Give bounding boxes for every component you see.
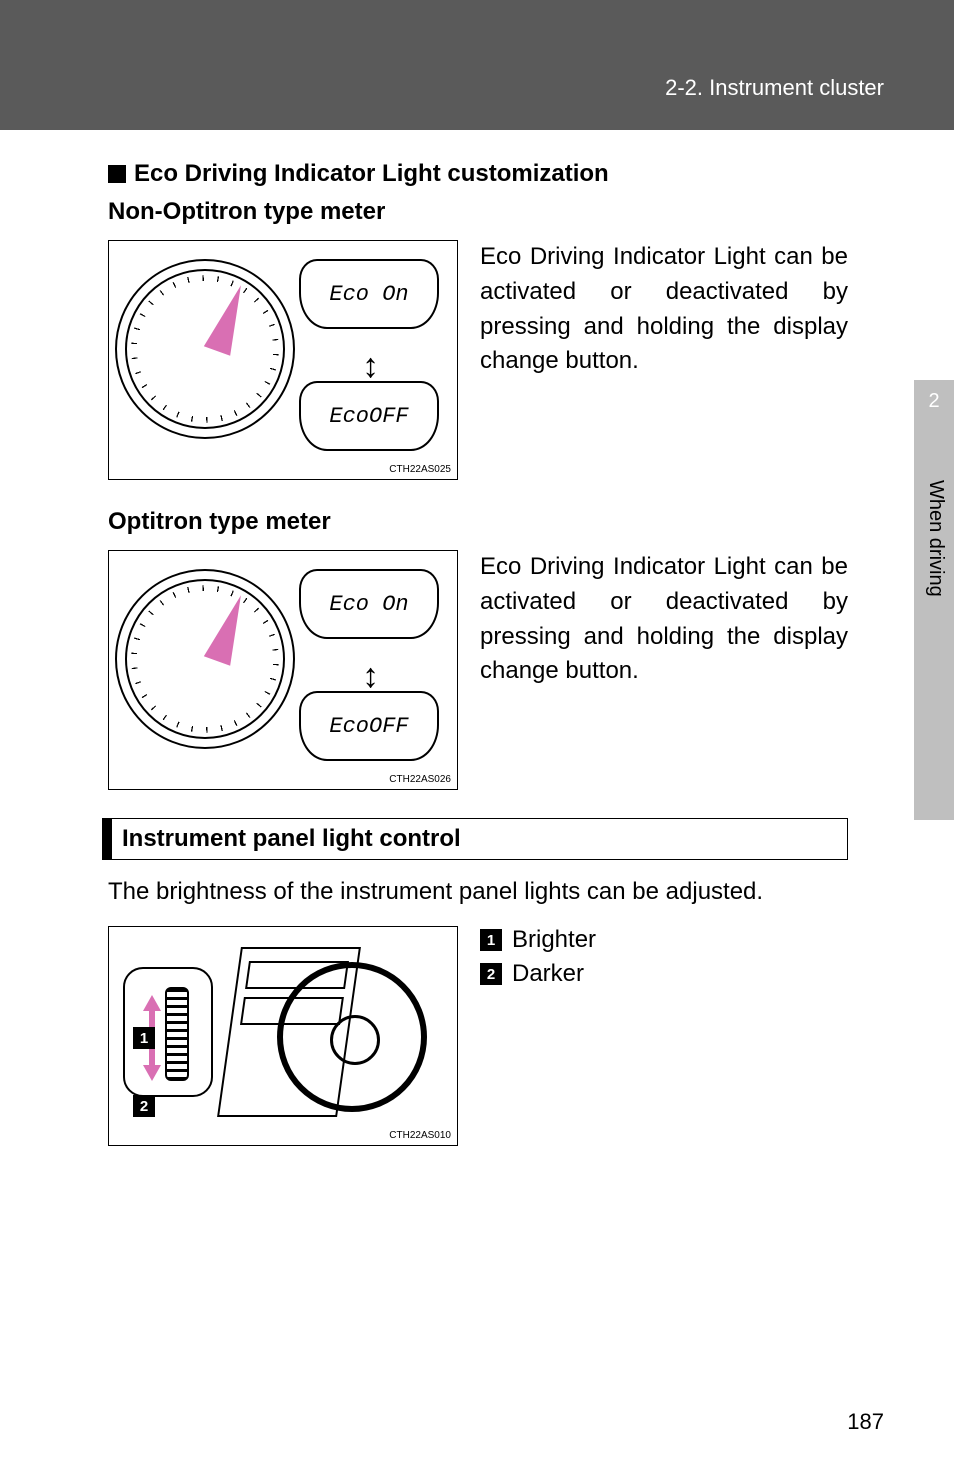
light-control-heading: Instrument panel light control	[102, 818, 848, 860]
eco-off-bubble: EcoOFF	[299, 381, 439, 451]
side-tab: 2 When driving	[914, 380, 954, 820]
gauge-ticks	[131, 275, 279, 423]
eco-off-bubble: EcoOFF	[299, 691, 439, 761]
non-optitron-row: Eco On ↕ EcoOFF CTH22AS025 Eco Driving I…	[108, 240, 848, 480]
non-optitron-paragraph: Eco Driving Indicator Light can be activ…	[480, 240, 848, 480]
legend-badge-2: 2	[480, 963, 502, 985]
legend-row-2: 2 Darker	[480, 960, 596, 988]
optitron-figure: Eco On ↕ EcoOFF CTH22AS026	[108, 550, 458, 790]
callout-badge-1: 1	[133, 1027, 155, 1049]
optitron-row: Eco On ↕ EcoOFF CTH22AS026 Eco Driving I…	[108, 550, 848, 790]
light-control-legend: 1 Brighter 2 Darker	[480, 926, 596, 1146]
non-optitron-label: Non-Optitron type meter	[108, 198, 848, 226]
eco-on-bubble: Eco On	[299, 569, 439, 639]
gauge-ticks	[131, 585, 279, 733]
eco-heading: Eco Driving Indicator Light customizatio…	[134, 160, 609, 188]
content-area: Eco Driving Indicator Light customizatio…	[108, 160, 848, 1174]
callout-badge-2: 2	[133, 1095, 155, 1117]
figure-code: CTH22AS025	[389, 464, 451, 475]
figure-code: CTH22AS026	[389, 774, 451, 785]
gauge-illustration	[115, 569, 295, 749]
steering-wheel-illustration	[277, 962, 427, 1112]
light-control-figure: 1 2 CTH22AS010	[108, 926, 458, 1146]
brightness-dial-callout: 1 2	[123, 967, 213, 1097]
brightness-dial-wheel	[165, 987, 189, 1081]
gauge-illustration	[115, 259, 295, 439]
side-tab-chapter-label: When driving	[924, 480, 947, 597]
light-control-intro: The brightness of the instrument panel l…	[108, 878, 848, 906]
dial-down-arrow-icon	[143, 1065, 161, 1081]
eco-heading-row: Eco Driving Indicator Light customizatio…	[108, 160, 848, 188]
eco-on-bubble: Eco On	[299, 259, 439, 329]
header-section-text: 2-2. Instrument cluster	[665, 75, 884, 101]
light-control-row: 1 2 CTH22AS010 1 Brighter 2 Darker	[108, 926, 848, 1146]
optitron-label: Optitron type meter	[108, 508, 848, 536]
optitron-paragraph: Eco Driving Indicator Light can be activ…	[480, 550, 848, 790]
side-tab-chapter-number: 2	[914, 390, 954, 413]
header-band: 2-2. Instrument cluster	[0, 0, 954, 130]
legend-row-1: 1 Brighter	[480, 926, 596, 954]
legend-label-1: Brighter	[512, 926, 596, 954]
page-root: 2-2. Instrument cluster 2 When driving E…	[0, 0, 954, 1475]
legend-badge-1: 1	[480, 929, 502, 951]
square-bullet-icon	[108, 165, 126, 183]
page-number: 187	[847, 1409, 884, 1435]
non-optitron-figure: Eco On ↕ EcoOFF CTH22AS025	[108, 240, 458, 480]
figure-code: CTH22AS010	[389, 1130, 451, 1141]
legend-label-2: Darker	[512, 960, 584, 988]
